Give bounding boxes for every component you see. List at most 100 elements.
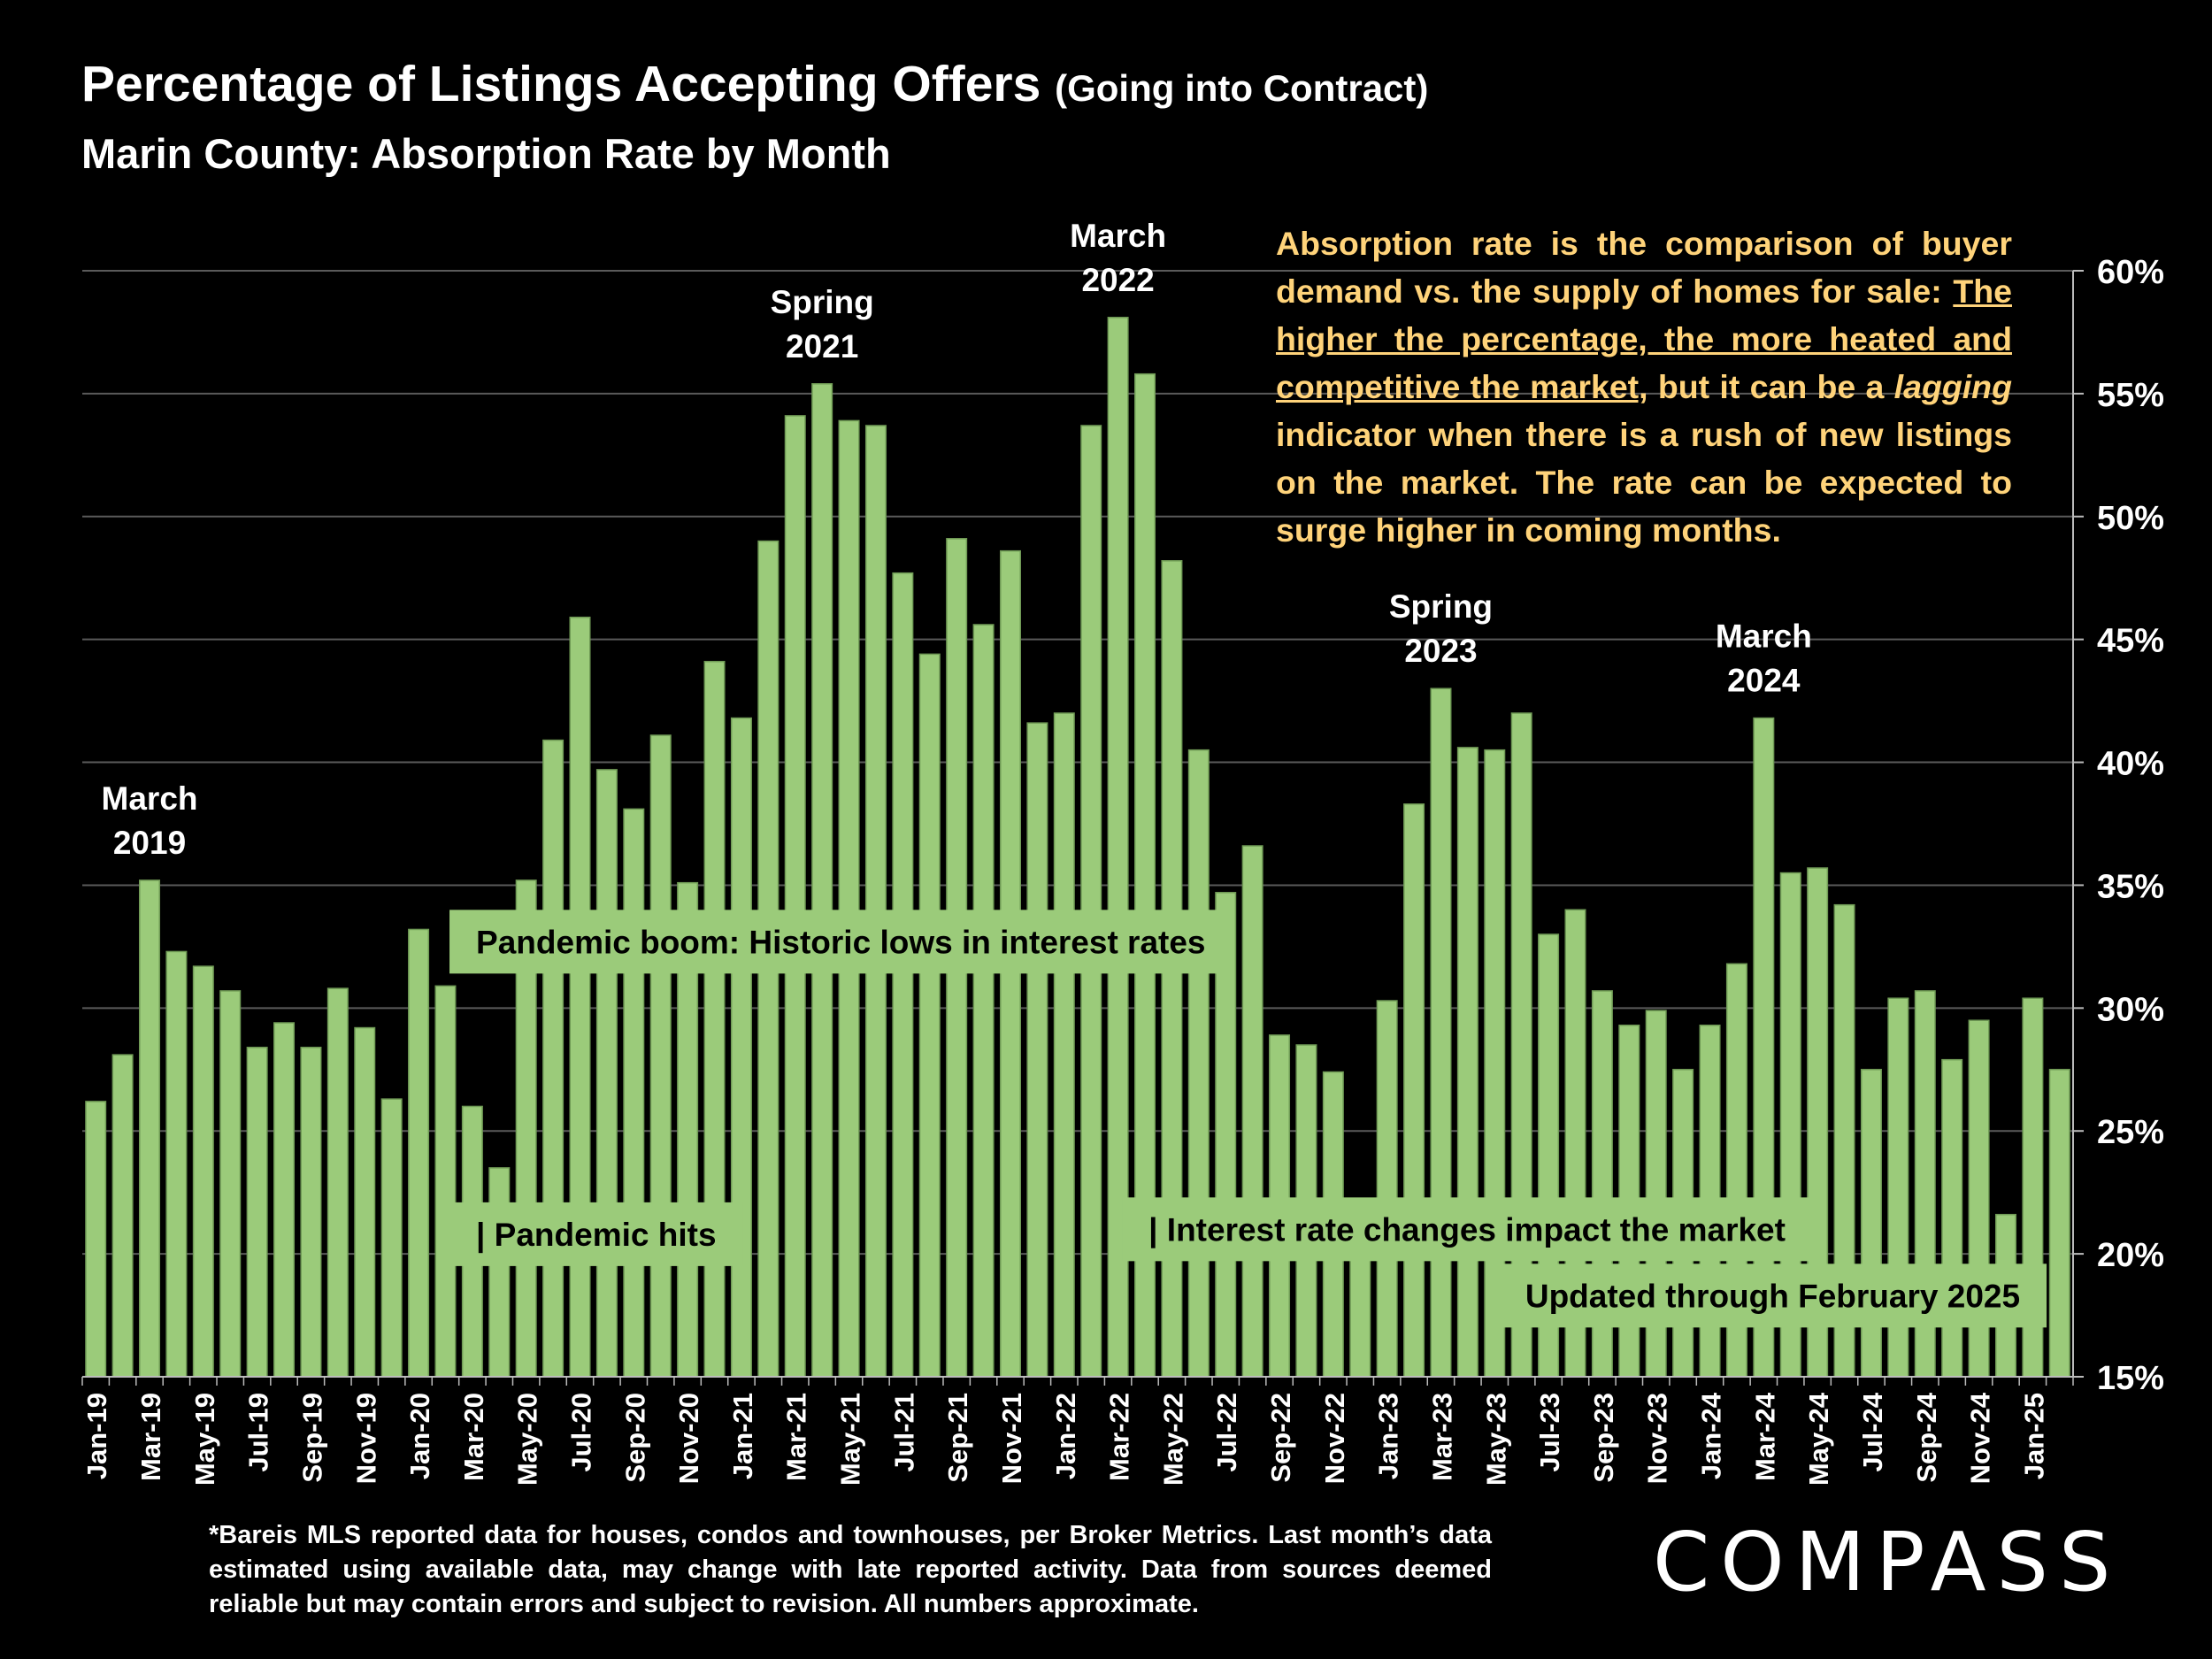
bar-May-19 — [192, 965, 214, 1378]
y-tick-label: 30% — [2097, 991, 2164, 1028]
y-tick-label: 60% — [2097, 254, 2164, 291]
x-tick-label: Jan-20 — [404, 1393, 435, 1479]
bar-Aug-19 — [273, 1022, 296, 1378]
x-tick-label: Mar-21 — [781, 1393, 812, 1481]
compass-logo: COMPASS — [1653, 1515, 2122, 1609]
event-label: | Pandemic hits — [449, 1202, 743, 1266]
x-tick-label: Mar-22 — [1104, 1393, 1135, 1481]
event-label-text: | Interest rate changes impact the marke… — [1148, 1211, 1786, 1248]
peak-label-line1: Spring — [771, 284, 874, 320]
x-tick-label: Jan-19 — [81, 1393, 112, 1479]
bar-Jan-21 — [730, 717, 752, 1378]
x-tick-label: Jul-22 — [1211, 1393, 1242, 1472]
peak-annotations: March 2019 Spring 2021 March 2022 Spring 2023 Ma… — [102, 218, 1812, 861]
y-tick-label: 25% — [2097, 1114, 2164, 1151]
x-tick-label: Jul-24 — [1857, 1392, 1888, 1471]
peak-label-line2: 2023 — [1404, 633, 1477, 669]
peak-label-line2: 2021 — [786, 328, 858, 365]
bar-Mar-21 — [784, 415, 806, 1378]
x-tick-label: Nov-20 — [673, 1393, 704, 1484]
bar-Mar-23 — [1430, 687, 1452, 1378]
x-tick-label: Nov-22 — [1319, 1393, 1350, 1484]
event-label-box — [449, 910, 1233, 974]
note-part-3: indicator when there is a rush of new li… — [1276, 416, 2012, 549]
bar-Aug-21 — [918, 653, 941, 1378]
event-labels: Pandemic boom: Historic lows in interest… — [449, 910, 2047, 1328]
bar-Feb-22 — [1080, 425, 1102, 1378]
x-tick-label: Nov-24 — [1965, 1392, 1996, 1484]
bar-Oct-21 — [972, 624, 995, 1378]
bar-Feb-20 — [434, 985, 457, 1378]
x-tick-label: Mar-24 — [1749, 1392, 1780, 1481]
x-tick-label: May-24 — [1803, 1392, 1834, 1486]
bar-Dec-19 — [380, 1098, 403, 1378]
y-tick-label: 50% — [2097, 500, 2164, 537]
bar-Jul-19 — [246, 1047, 268, 1378]
bar-Jan-23 — [1376, 1000, 1398, 1378]
bar-Apr-23 — [1456, 747, 1479, 1378]
bar-Mar-19 — [139, 879, 161, 1378]
event-label-text: Pandemic boom: Historic lows in interest… — [476, 924, 1205, 960]
x-tick-label: Mar-23 — [1426, 1393, 1457, 1481]
x-tick-label: May-21 — [835, 1393, 866, 1486]
note-part-1: Absorption rate is the comparison of buy… — [1276, 225, 2012, 310]
bar-Feb-19 — [111, 1054, 134, 1378]
x-tick-label: Sep-24 — [1911, 1392, 1942, 1482]
bar-Jun-21 — [864, 425, 887, 1378]
x-tick-label: Nov-21 — [996, 1393, 1027, 1484]
x-tick-label: Jul-21 — [888, 1393, 919, 1472]
bar-Nov-19 — [354, 1026, 376, 1378]
x-tick-label: Mar-19 — [135, 1393, 166, 1481]
absorption-note: Absorption rate is the comparison of buy… — [1276, 219, 2012, 554]
bar-Dec-20 — [703, 660, 726, 1378]
x-tick-label: Jan-22 — [1050, 1393, 1081, 1479]
y-tick-label: 15% — [2097, 1360, 2164, 1397]
peak-label-line2: 2022 — [1081, 262, 1154, 298]
bar-Jun-22 — [1187, 749, 1210, 1378]
title-main: Percentage of Listings Accepting Offers — [81, 56, 1041, 112]
title-paren: (Going into Contract) — [1055, 67, 1429, 109]
y-tick-label: 55% — [2097, 377, 2164, 414]
event-label: Pandemic boom: Historic lows in interest… — [449, 910, 1233, 974]
x-tick-label: May-22 — [1157, 1393, 1188, 1486]
y-tick-label: 45% — [2097, 623, 2164, 660]
bar-Jan-20 — [408, 928, 430, 1378]
x-tick-label: Nov-23 — [1642, 1393, 1673, 1484]
bar-Jan-22 — [1053, 712, 1075, 1378]
x-tick-label: Jul-23 — [1534, 1393, 1565, 1472]
peak-label-line1: March — [102, 780, 198, 817]
peak-label-line2: 2019 — [113, 825, 186, 861]
x-tick-label: Jul-19 — [243, 1393, 274, 1472]
event-label: Updated through February 2025 — [1498, 1263, 2047, 1328]
bar-Jan-19 — [85, 1101, 107, 1378]
note-underlined: The higher the percentage, the more heat… — [1276, 273, 2012, 405]
y-tick-label: 40% — [2097, 746, 2164, 783]
bar-Oct-20 — [649, 734, 672, 1378]
y-tick-label: 35% — [2097, 868, 2164, 905]
peak-label-line1: March — [1070, 218, 1166, 254]
bar-Aug-22 — [1241, 845, 1263, 1378]
bar-Apr-19 — [165, 950, 188, 1378]
x-tick-label: Sep-22 — [1265, 1393, 1296, 1483]
note-italic: lagging — [1893, 368, 2012, 405]
x-axis: Jan-19 Mar-19 May-19 Jul-19 Sep-19 Nov-19 Jan-… — [81, 1376, 2074, 1486]
bar-Jun-19 — [219, 990, 242, 1378]
y-axis: 15% 20% 25% 30% 35% 40% 45% 50% 55% 60% — [2072, 254, 2164, 1397]
x-tick-label: Jan-23 — [1373, 1393, 1404, 1479]
bar-Feb-23 — [1403, 803, 1425, 1378]
peak-label-line1: Spring — [1389, 588, 1493, 625]
x-tick-label: Jan-24 — [1696, 1392, 1727, 1479]
event-label-box — [1498, 1263, 2047, 1328]
chart-subtitle: Marin County: Absorption Rate by Month — [81, 130, 891, 177]
x-tick-label: Jan-25 — [2018, 1393, 2049, 1479]
bar-Apr-20 — [488, 1167, 511, 1378]
x-tick-label: May-19 — [189, 1393, 220, 1486]
bar-Aug-20 — [595, 769, 618, 1378]
bar-Sep-20 — [623, 808, 645, 1378]
bar-May-21 — [838, 419, 860, 1378]
bar-Oct-24 — [1941, 1058, 1963, 1378]
x-tick-label: Sep-21 — [942, 1393, 973, 1483]
peak-label-line1: March — [1716, 618, 1812, 655]
x-tick-label: Mar-20 — [458, 1393, 489, 1481]
